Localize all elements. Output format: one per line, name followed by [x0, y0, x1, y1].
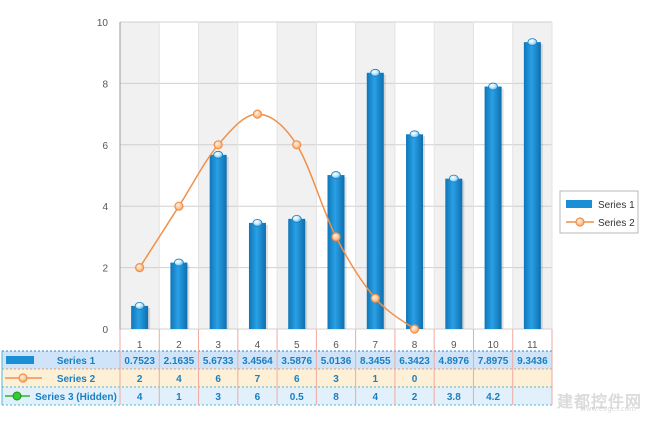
y-tick-label: 8 — [102, 79, 108, 90]
bar — [445, 178, 463, 329]
bar — [209, 154, 227, 329]
bar-point — [252, 218, 263, 227]
bar-point — [174, 258, 184, 267]
series-2-point — [213, 140, 223, 150]
x-tick-label: 1 — [137, 340, 143, 351]
series-3-key-point — [12, 391, 22, 401]
bar-point — [134, 302, 145, 310]
table-cell: 1 — [176, 392, 182, 403]
bar-point — [448, 174, 459, 183]
table-cell: 8 — [333, 392, 339, 403]
bar — [523, 42, 541, 329]
x-tick-label: 2 — [176, 340, 182, 351]
table-cell: 3.5876 — [281, 356, 312, 367]
x-tick-label: 10 — [488, 340, 500, 351]
table-cell: 1 — [372, 374, 378, 385]
bar — [366, 72, 384, 329]
series-2-line — [139, 113, 416, 330]
table-cell: 4.8976 — [439, 356, 470, 367]
series-2-point — [331, 232, 341, 242]
bar — [327, 175, 345, 329]
table-cell: 2.1635 — [164, 356, 195, 367]
table-cell: 6 — [255, 392, 261, 403]
table-cell: 7 — [255, 374, 261, 385]
y-tick-label: 4 — [102, 202, 108, 213]
watermark-text: 建都控件网 — [556, 392, 642, 411]
bar — [248, 222, 266, 329]
bar-point — [409, 130, 420, 139]
series-2-point — [135, 263, 145, 273]
x-tick-label: 5 — [294, 340, 300, 351]
bar-point — [291, 214, 302, 223]
bar — [406, 134, 424, 329]
x-tick-label: 9 — [451, 340, 457, 351]
table-cell: 2 — [412, 392, 418, 403]
x-tick-label: 6 — [333, 340, 339, 351]
table-cell: 5.6733 — [203, 356, 234, 367]
table-cell: 3.4564 — [242, 356, 273, 367]
series-2-point — [370, 293, 380, 303]
series-2-point — [252, 109, 263, 119]
table-cell: 6 — [294, 374, 300, 385]
x-tick-label: 11 — [527, 340, 538, 351]
series-2-point — [292, 140, 302, 150]
table-cell: 4 — [372, 392, 378, 403]
table-cell: 8.3455 — [360, 356, 391, 367]
watermark-url: www.evget.com — [580, 405, 636, 413]
table-cell: 4 — [176, 374, 182, 385]
bar-point — [213, 150, 224, 159]
bar — [288, 218, 306, 329]
table-cell: 0 — [412, 374, 418, 385]
y-tick-label: 10 — [97, 18, 109, 29]
table-row-header: Series 1 — [57, 356, 96, 367]
bar-point — [527, 38, 538, 47]
bar — [170, 262, 188, 329]
legend-box — [559, 190, 639, 234]
series-2-key-point — [18, 373, 28, 383]
x-tick-label: 8 — [412, 340, 418, 351]
bar-point — [331, 171, 341, 179]
y-tick-label: 2 — [102, 264, 108, 275]
table-cell: 6 — [215, 374, 221, 385]
table-cell: 3 — [215, 392, 221, 403]
table-row-header: Series 3 (Hidden) — [35, 392, 117, 403]
table-row-header: Series 2 — [57, 374, 96, 385]
table-cell: 6.3423 — [399, 356, 430, 367]
bar-point — [488, 82, 498, 91]
bar-point — [370, 68, 381, 77]
series-2-point — [174, 201, 184, 211]
table-cell: 4.2 — [486, 392, 500, 403]
table-cell: 7.8975 — [478, 356, 509, 367]
legend-series-1-key — [566, 200, 592, 208]
table-cell: 0.5 — [290, 392, 304, 403]
watermark: 建都控件网 www.evget.com — [556, 388, 642, 413]
table-cell: 0.7523 — [124, 356, 155, 367]
y-tick-label: 6 — [102, 141, 108, 152]
table-cell: 3.8 — [447, 392, 461, 403]
column-band — [120, 22, 160, 329]
x-tick-label: 7 — [372, 340, 378, 351]
legend-series-1-label: Series 1 — [598, 200, 635, 211]
series-1-key — [6, 356, 34, 364]
x-tick-label: 3 — [215, 340, 221, 351]
table-cell: 4 — [137, 392, 143, 403]
bar — [484, 86, 502, 329]
y-tick-label: 0 — [102, 325, 108, 336]
table-cell: 3 — [333, 374, 339, 385]
bar — [131, 305, 149, 329]
table-cell: 2 — [137, 374, 143, 385]
x-tick-label: 4 — [255, 340, 261, 351]
legend-series-2-label: Series 2 — [598, 218, 635, 229]
legend-series-2-key-point — [575, 217, 585, 227]
series-2-point — [409, 324, 420, 334]
table-cell: 9.3436 — [517, 356, 548, 367]
table-cell: 5.0136 — [321, 356, 352, 367]
